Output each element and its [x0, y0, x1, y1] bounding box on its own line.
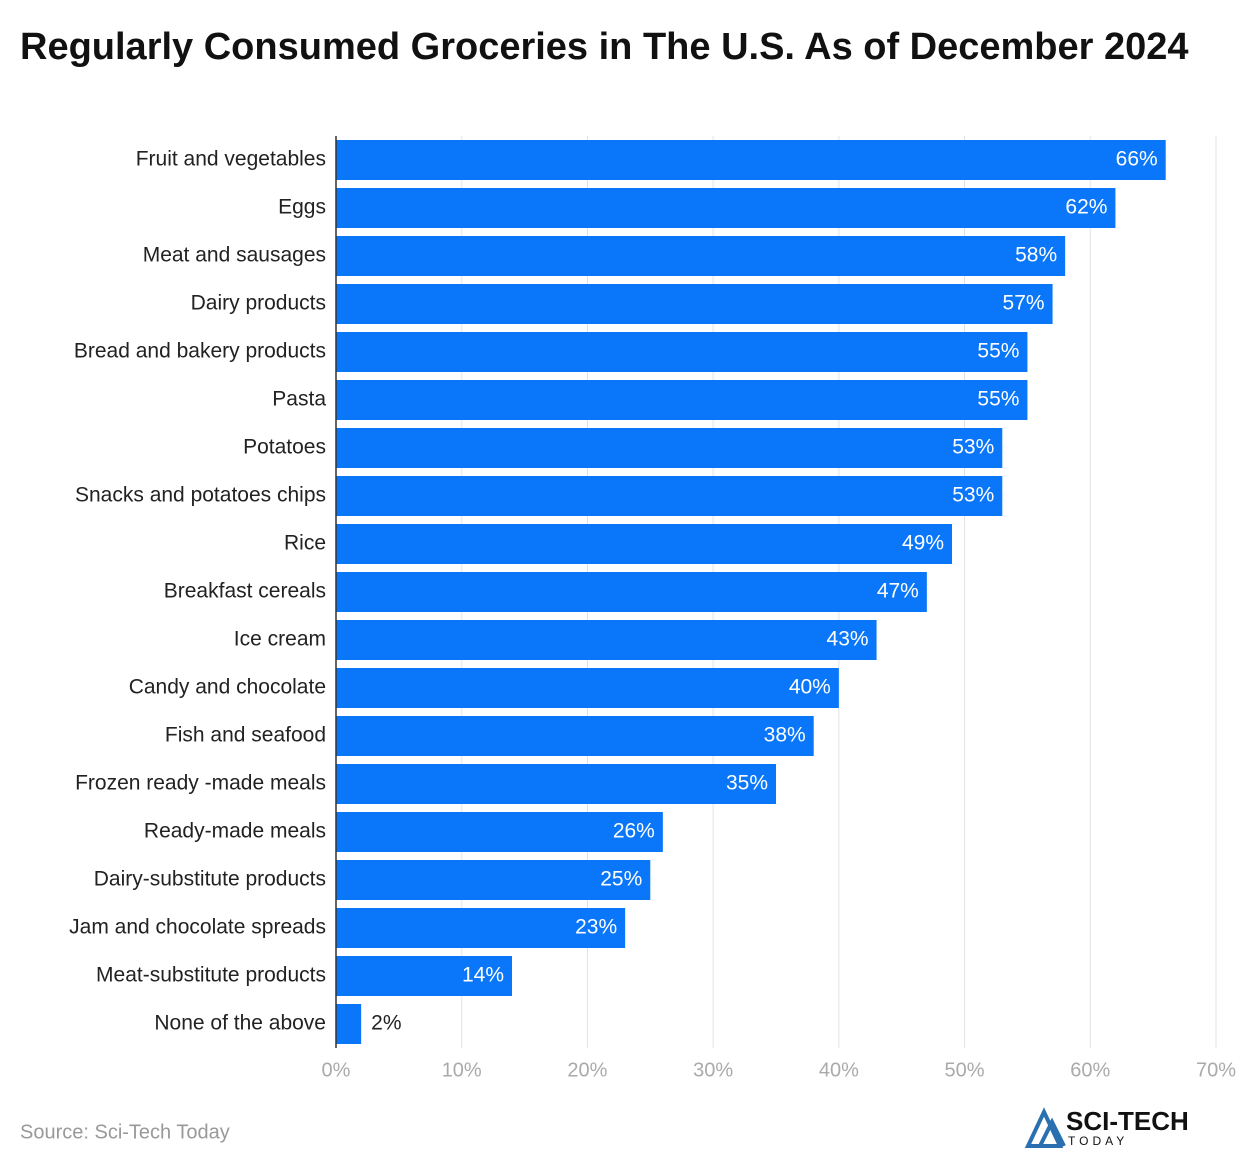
chart-title: Regularly Consumed Groceries in The U.S.…: [20, 26, 1189, 68]
value-label: 14%: [462, 964, 504, 987]
x-tick-label: 0%: [322, 1059, 351, 1081]
bar: [336, 572, 927, 612]
bar: [336, 524, 952, 564]
y-tick-label: Jam and chocolate spreads: [69, 916, 326, 939]
bar: [336, 188, 1116, 228]
bar: [336, 860, 651, 900]
y-tick-label: Snacks and potatoes chips: [75, 484, 326, 507]
value-label: 58%: [1015, 244, 1057, 267]
y-tick-label: Frozen ready -made meals: [75, 772, 326, 795]
y-tick-label: Potatoes: [243, 436, 326, 459]
x-tick-label: 40%: [819, 1059, 859, 1081]
value-label: 40%: [789, 676, 831, 699]
bar: [336, 140, 1166, 180]
bar: [336, 620, 877, 660]
value-label: 35%: [726, 772, 768, 795]
y-tick-label: Meat and sausages: [143, 244, 326, 267]
y-tick-label: Fruit and vegetables: [136, 148, 326, 171]
bar: [336, 812, 663, 852]
value-label: 23%: [575, 916, 617, 939]
bar: [336, 332, 1028, 372]
logo-icon: [1024, 1107, 1066, 1148]
value-label: 26%: [613, 820, 655, 843]
y-tick-label: Candy and chocolate: [129, 676, 326, 699]
y-tick-label: None of the above: [154, 1012, 326, 1035]
y-tick-label: Ice cream: [234, 628, 326, 651]
bar: [336, 428, 1003, 468]
bar: [336, 1004, 362, 1044]
bar: [336, 476, 1003, 516]
value-label: 62%: [1065, 196, 1107, 219]
y-tick-label: Pasta: [272, 388, 326, 411]
y-tick-label: Fish and seafood: [165, 724, 326, 747]
value-label: 47%: [877, 580, 919, 603]
value-label: 38%: [764, 724, 806, 747]
value-label: 43%: [827, 628, 869, 651]
x-tick-label: 30%: [693, 1059, 733, 1081]
y-tick-label: Dairy-substitute products: [94, 868, 326, 891]
x-tick-label: 50%: [945, 1059, 985, 1081]
value-label: 49%: [902, 532, 944, 555]
x-tick-label: 20%: [567, 1059, 607, 1081]
y-tick-label: Rice: [284, 532, 326, 555]
y-tick-label: Breakfast cereals: [164, 580, 326, 603]
bar: [336, 956, 512, 996]
value-label: 55%: [977, 340, 1019, 363]
y-tick-label: Ready-made meals: [144, 820, 326, 843]
x-tick-label: 10%: [442, 1059, 482, 1081]
bar: [336, 668, 839, 708]
value-label: 53%: [952, 436, 994, 459]
x-tick-label: 70%: [1196, 1059, 1236, 1081]
y-tick-label: Meat-substitute products: [96, 964, 326, 987]
source: Source: Sci-Tech Today: [20, 1121, 230, 1143]
bar: [336, 908, 626, 948]
y-tick-label: Dairy products: [191, 292, 326, 315]
value-label: 2%: [371, 1012, 401, 1035]
value-label: 25%: [600, 868, 642, 891]
logo-name: SCI-TECH: [1066, 1106, 1189, 1136]
logo-tagline: TODAY: [1068, 1134, 1128, 1148]
y-tick-label: Bread and bakery products: [74, 340, 326, 363]
value-label: 66%: [1116, 148, 1158, 171]
bar: [336, 236, 1066, 276]
value-label: 55%: [977, 388, 1019, 411]
y-tick-label: Eggs: [278, 196, 326, 219]
value-label: 57%: [1003, 292, 1045, 315]
value-label: 53%: [952, 484, 994, 507]
logo: SCI-TECH TODAY: [1024, 1106, 1189, 1148]
bar: [336, 380, 1028, 420]
bar: [336, 716, 814, 756]
bar: [336, 764, 776, 804]
bar: [336, 284, 1053, 324]
x-tick-label: 60%: [1070, 1059, 1110, 1081]
